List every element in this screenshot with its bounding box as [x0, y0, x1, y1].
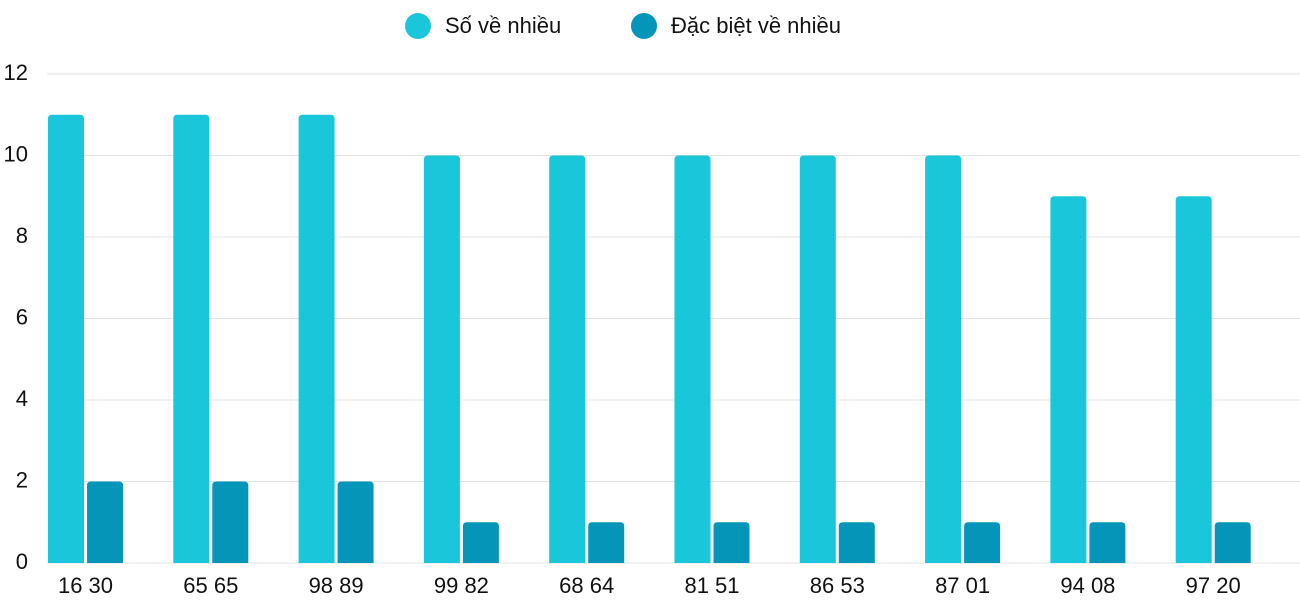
bar	[964, 522, 1001, 563]
y-tick-label: 8	[16, 223, 28, 248]
bar	[423, 155, 460, 563]
x-tick-label: 99 82	[434, 573, 489, 598]
bar	[87, 481, 123, 563]
y-tick-label: 2	[16, 467, 28, 492]
x-tick-label: 98 89	[309, 573, 364, 598]
legend-marker	[405, 13, 431, 39]
x-tick-label: 94 08	[1060, 573, 1115, 598]
bar	[1089, 522, 1126, 563]
x-tick-label: 97 20	[1186, 573, 1241, 598]
bar	[713, 522, 750, 563]
bar	[298, 114, 335, 563]
bar	[462, 522, 499, 563]
x-tick-label: 65 65	[183, 573, 238, 598]
bar	[173, 114, 210, 563]
x-tick-label: 87 01	[935, 573, 990, 598]
bar	[588, 522, 625, 563]
y-tick-label: 4	[16, 386, 28, 411]
bar	[925, 155, 962, 563]
x-tick-label: 86 53	[810, 573, 865, 598]
legend-label: Đặc biệt về nhiều	[671, 13, 841, 38]
bar	[1214, 522, 1251, 563]
bar	[674, 155, 711, 563]
x-tick-label: 16 30	[58, 573, 113, 598]
legend-marker	[631, 13, 657, 39]
x-tick-label: 68 64	[559, 573, 614, 598]
y-tick-label: 6	[16, 304, 28, 329]
bar	[549, 155, 586, 563]
y-tick-label: 12	[4, 60, 28, 85]
y-tick-label: 10	[4, 141, 28, 166]
bar	[799, 155, 836, 563]
bar	[212, 481, 249, 563]
bar	[48, 114, 84, 563]
legend-label: Số về nhiều	[445, 13, 561, 38]
bar	[337, 481, 374, 563]
bar	[1175, 196, 1212, 563]
bar	[1050, 196, 1087, 563]
x-tick-label: 81 51	[684, 573, 739, 598]
bar	[838, 522, 875, 563]
y-tick-label: 0	[16, 549, 28, 574]
